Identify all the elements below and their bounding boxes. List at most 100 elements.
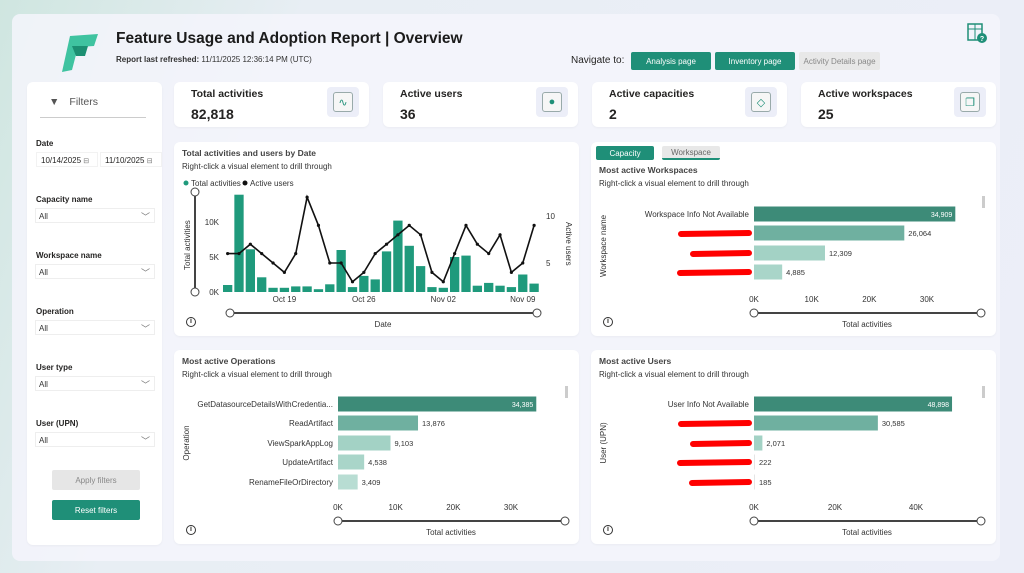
bar-total-activities-Oct-14[interactable]	[223, 285, 233, 292]
point-active-users-Oct-20[interactable]	[294, 252, 298, 256]
reset-filters-button[interactable]: Reset filters	[52, 500, 140, 520]
x-zoom-slider-handle[interactable]	[333, 516, 343, 526]
bar[interactable]	[338, 454, 365, 470]
bar-total-activities-Oct-21[interactable]	[302, 286, 312, 292]
point-active-users-Oct-21[interactable]	[305, 195, 309, 199]
x-zoom-slider-handle[interactable]	[532, 308, 542, 318]
x-zoom-slider-handle[interactable]	[225, 308, 235, 318]
bar-total-activities-Nov-06[interactable]	[484, 282, 494, 292]
bar-total-activities-Oct-17[interactable]	[257, 277, 267, 292]
point-active-users-Oct-30[interactable]	[407, 223, 411, 227]
x-zoom-slider-handle[interactable]	[976, 308, 986, 318]
bar[interactable]	[338, 396, 537, 412]
bar-total-activities-Nov-08[interactable]	[506, 287, 517, 292]
x-zoom-slider-handle[interactable]	[749, 308, 759, 318]
date-from-input[interactable]: 10/14/2025 ⊟	[36, 152, 98, 167]
bar[interactable]	[754, 454, 755, 470]
x-zoom-slider-handle[interactable]	[560, 516, 570, 526]
info-icon[interactable]: i	[603, 525, 613, 535]
point-active-users-Oct-16[interactable]	[248, 242, 252, 246]
bar-total-activities-Oct-22[interactable]	[313, 289, 324, 292]
point-active-users-Nov-01[interactable]	[430, 270, 434, 274]
y-zoom-slider-handle[interactable]	[190, 187, 200, 197]
bar[interactable]	[754, 415, 878, 431]
filter-dropdown[interactable]: All ﹀	[35, 432, 155, 447]
bar-total-activities-Oct-23[interactable]	[325, 284, 335, 292]
point-active-users-Nov-09[interactable]	[521, 261, 525, 265]
bar-total-activities-Oct-30[interactable]	[404, 245, 414, 292]
bar-total-activities-Oct-20[interactable]	[291, 286, 301, 292]
point-active-users-Oct-15[interactable]	[237, 252, 241, 256]
point-active-users-Nov-04[interactable]	[464, 223, 468, 227]
scrollbar[interactable]	[982, 386, 985, 398]
point-active-users-Oct-28[interactable]	[384, 242, 389, 246]
bar-total-activities-Nov-04[interactable]	[461, 255, 471, 292]
bar[interactable]	[754, 245, 825, 261]
bar-total-activities-Nov-10[interactable]	[529, 283, 539, 292]
point-active-users-Nov-07[interactable]	[498, 233, 502, 237]
bar-total-activities-Oct-27[interactable]	[370, 279, 380, 292]
point-active-users-Nov-06[interactable]	[487, 252, 491, 256]
bar-total-activities-Oct-16[interactable]	[245, 249, 255, 292]
calendar-icon[interactable]: ⊟	[83, 158, 90, 165]
bar-total-activities-Oct-18[interactable]	[268, 287, 278, 292]
tab-workspace[interactable]: Workspace	[662, 146, 720, 160]
point-active-users-Nov-03[interactable]	[453, 252, 457, 256]
bar-total-activities-Oct-26[interactable]	[359, 275, 369, 292]
point-active-users-Nov-05[interactable]	[475, 242, 479, 246]
bar[interactable]	[754, 225, 905, 241]
point-active-users-Oct-25[interactable]	[350, 280, 355, 284]
filter-dropdown[interactable]: All ﹀	[35, 320, 155, 335]
bar-total-activities-Nov-05[interactable]	[472, 285, 482, 292]
help-table-icon[interactable]: ?	[966, 22, 988, 44]
bar[interactable]	[754, 264, 783, 280]
filter-dropdown[interactable]: All ﹀	[35, 264, 155, 279]
calendar-icon[interactable]: ⊟	[146, 158, 153, 165]
point-active-users-Oct-31[interactable]	[419, 233, 423, 237]
bar-total-activities-Oct-29[interactable]	[393, 220, 403, 292]
bar-total-activities-Oct-19[interactable]	[279, 287, 290, 292]
info-icon[interactable]: i	[186, 525, 196, 535]
bar-total-activities-Oct-24[interactable]	[336, 250, 346, 292]
point-active-users-Oct-17[interactable]	[260, 252, 264, 256]
bar-total-activities-Oct-31[interactable]	[415, 266, 426, 292]
scrollbar[interactable]	[982, 196, 985, 208]
point-active-users-Oct-18[interactable]	[271, 261, 275, 265]
point-active-users-Nov-02[interactable]	[441, 280, 445, 284]
filter-dropdown[interactable]: All ﹀	[35, 208, 155, 223]
point-active-users-Oct-22[interactable]	[316, 223, 321, 227]
bar-total-activities-Nov-01[interactable]	[427, 287, 437, 292]
scrollbar[interactable]	[565, 386, 568, 398]
bar-total-activities-Oct-15[interactable]	[234, 194, 244, 292]
info-icon[interactable]: i	[603, 317, 613, 327]
inventory-page-button[interactable]: Inventory page	[715, 52, 795, 70]
bar-total-activities-Oct-28[interactable]	[381, 251, 392, 292]
point-active-users-Oct-29[interactable]	[396, 233, 400, 237]
x-zoom-slider-handle[interactable]	[976, 516, 986, 526]
bar[interactable]	[754, 206, 956, 222]
bar-total-activities-Nov-07[interactable]	[495, 285, 505, 292]
analysis-page-button[interactable]: Analysis page	[631, 52, 711, 70]
point-active-users-Oct-26[interactable]	[362, 270, 366, 274]
bar[interactable]	[754, 474, 755, 490]
point-active-users-Nov-08[interactable]	[509, 270, 513, 274]
bar[interactable]	[754, 396, 953, 412]
point-active-users-Oct-23[interactable]	[328, 261, 332, 265]
point-active-users-Oct-19[interactable]	[282, 270, 286, 274]
point-active-users-Nov-10[interactable]	[532, 223, 536, 227]
point-active-users-Oct-24[interactable]	[339, 261, 343, 265]
bar-total-activities-Oct-25[interactable]	[347, 287, 358, 292]
x-zoom-slider-handle[interactable]	[749, 516, 759, 526]
bar-total-activities-Nov-09[interactable]	[518, 274, 528, 293]
filter-dropdown[interactable]: All ﹀	[35, 376, 155, 391]
bar[interactable]	[338, 415, 419, 431]
bar-total-activities-Nov-03[interactable]	[450, 257, 460, 292]
point-active-users-Oct-27[interactable]	[373, 252, 377, 256]
bar[interactable]	[338, 435, 391, 451]
bar-total-activities-Nov-02[interactable]	[438, 287, 448, 292]
point-active-users-Oct-14[interactable]	[226, 252, 230, 256]
bar[interactable]	[754, 435, 763, 451]
apply-filters-button[interactable]: Apply filters	[52, 470, 140, 490]
activity-details-page-button[interactable]: Activity Details page	[799, 52, 880, 70]
bar[interactable]	[338, 474, 358, 490]
